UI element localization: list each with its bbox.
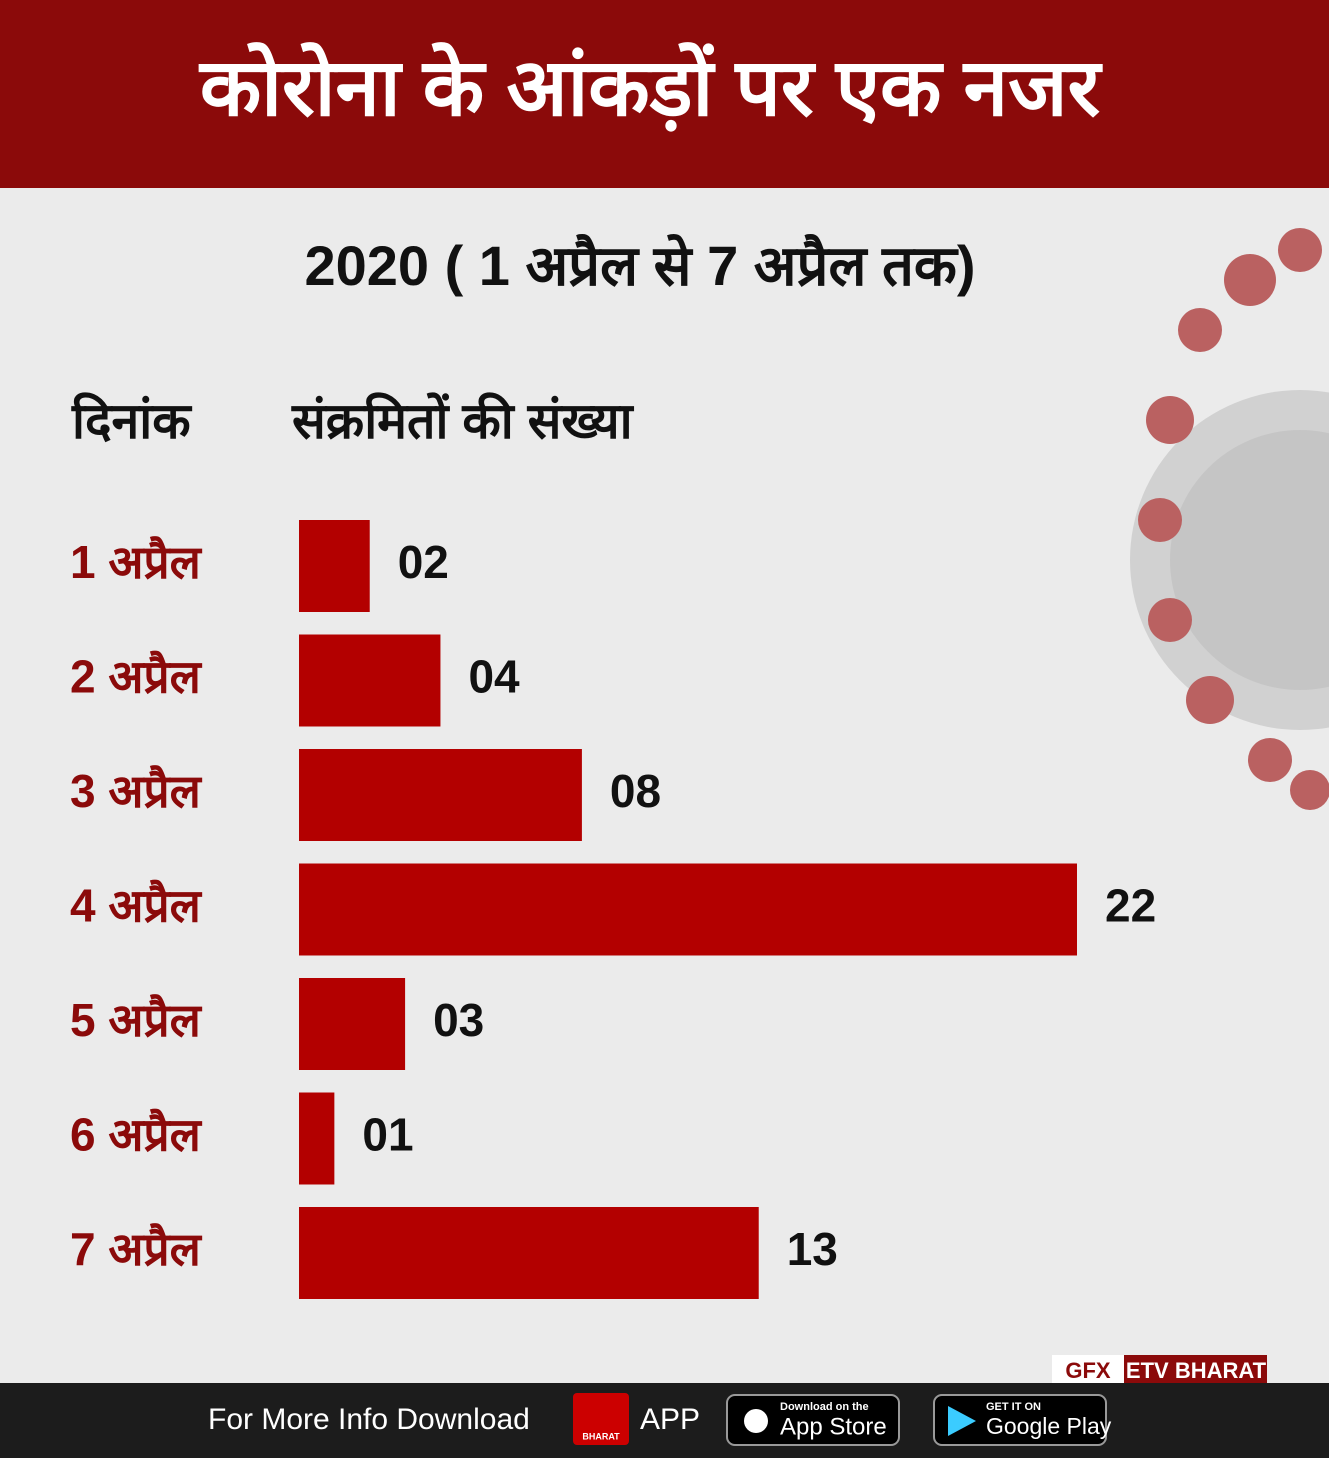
footer-app: APP	[640, 1403, 700, 1436]
app-store-badge[interactable]	[726, 1394, 900, 1446]
credit-left: GFX	[1065, 1358, 1111, 1383]
app-store-small: Download on the	[780, 1401, 869, 1413]
x-axis-label: संक्रमितों की संख्या	[291, 392, 635, 449]
y-tick-label: 6 अप्रैल	[70, 1109, 203, 1161]
bar	[299, 749, 582, 841]
credit-right: ETV BHARAT	[1126, 1358, 1267, 1383]
play-icon	[948, 1406, 976, 1436]
value-label: 13	[787, 1223, 838, 1275]
value-label: 03	[433, 994, 484, 1046]
value-label: 01	[362, 1109, 413, 1161]
y-tick-label: 1 अप्रैल	[70, 536, 203, 588]
credit-box	[1124, 1355, 1267, 1388]
value-label: 08	[610, 765, 661, 817]
bar	[299, 978, 406, 1070]
app-store-text: App Store	[780, 1413, 887, 1440]
chart-title: कोरोना के आंकड़ों पर एक नजर	[198, 42, 1104, 132]
bar	[299, 520, 370, 612]
value-label: 02	[398, 536, 449, 588]
bar	[299, 1207, 759, 1299]
google-play-small: GET IT ON	[986, 1401, 1041, 1413]
y-tick-label: 4 अप्रैल	[70, 880, 203, 932]
value-label: 04	[468, 651, 520, 703]
google-play-text: Google Play	[986, 1413, 1112, 1439]
footer-band	[0, 1383, 1329, 1458]
y-tick-label: 5 अप्रैल	[70, 994, 203, 1046]
bar	[299, 1092, 335, 1185]
y-tick-label: 7 अप्रैल	[70, 1223, 203, 1275]
bar	[299, 863, 1077, 956]
google-play-badge[interactable]	[933, 1394, 1107, 1446]
plot-area: 1 अप्रैल 02 2 अप्रैल 04 3 अप्रैल 08 4 अप्रैल 22…	[70, 520, 1156, 1299]
y-axis-label: दिनांक	[71, 392, 192, 449]
y-tick-label: 3 अप्रैल	[70, 765, 203, 817]
app-logo-text: BHARAT	[582, 1431, 620, 1441]
credit-box	[1052, 1355, 1124, 1388]
virus-decoration	[1130, 228, 1329, 810]
header-band	[0, 0, 1329, 188]
chart-subtitle: 2020 ( 1 अप्रैल से 7 अप्रैल तक)	[304, 233, 975, 297]
apple-icon	[744, 1409, 768, 1433]
footer-text: For More Info Download	[208, 1403, 530, 1436]
app-logo[interactable]	[573, 1393, 629, 1445]
y-tick-label: 2 अप्रैल	[70, 651, 203, 703]
bar	[299, 634, 441, 727]
value-label: 22	[1105, 880, 1156, 932]
